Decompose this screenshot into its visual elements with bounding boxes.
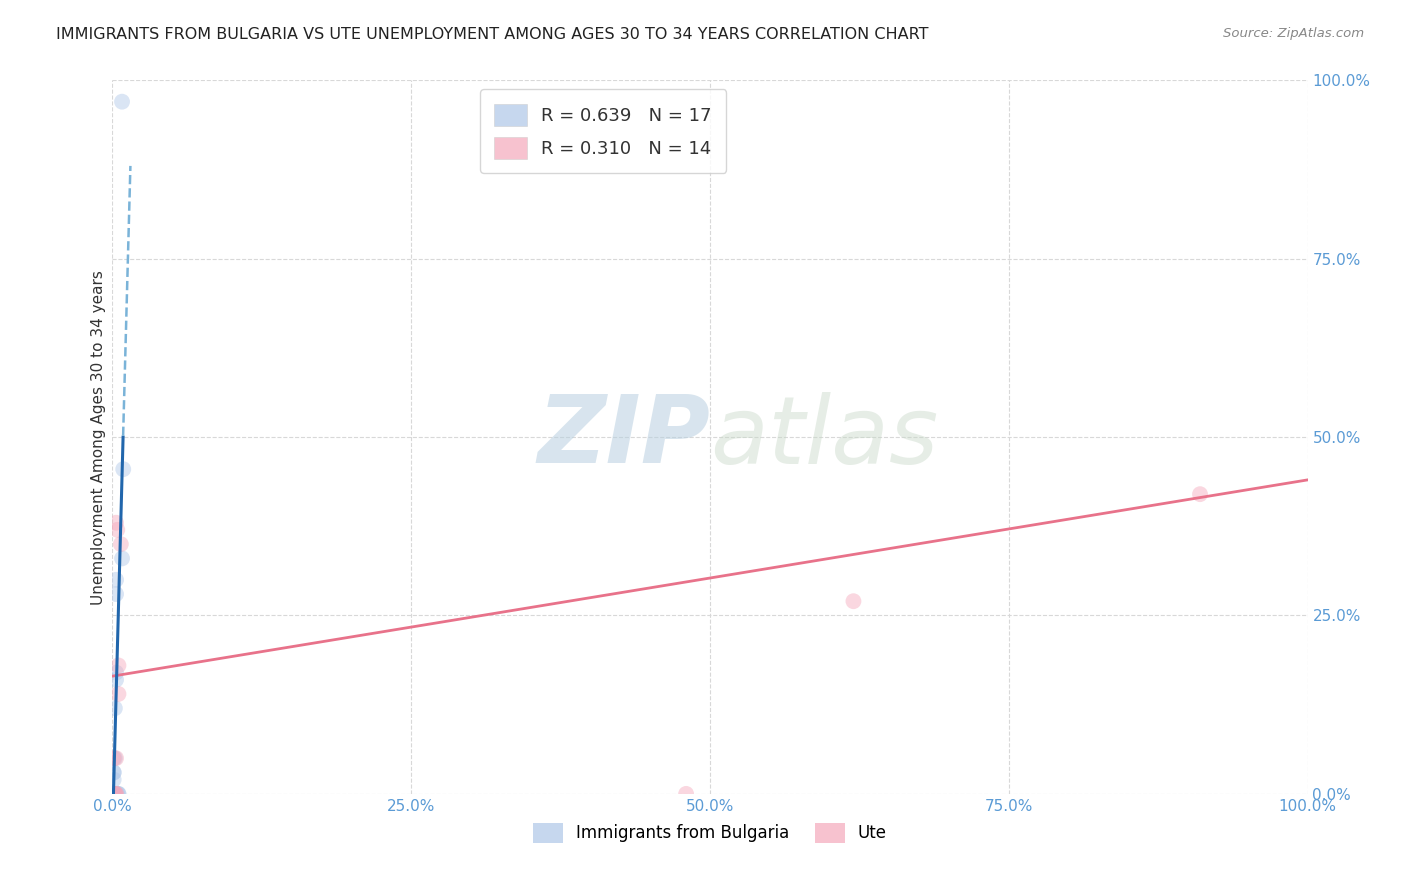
Point <box>675 787 697 801</box>
Text: Source: ZipAtlas.com: Source: ZipAtlas.com <box>1223 27 1364 40</box>
Point <box>105 751 128 765</box>
Point <box>111 551 134 566</box>
Point <box>105 673 128 687</box>
Point <box>104 751 127 765</box>
Point <box>105 665 128 680</box>
Text: ZIP: ZIP <box>537 391 710 483</box>
Point <box>107 787 129 801</box>
Point <box>103 765 125 780</box>
Text: IMMIGRANTS FROM BULGARIA VS UTE UNEMPLOYMENT AMONG AGES 30 TO 34 YEARS CORRELATI: IMMIGRANTS FROM BULGARIA VS UTE UNEMPLOY… <box>56 27 929 42</box>
Point <box>105 587 128 601</box>
Point <box>112 462 135 476</box>
Point <box>105 787 128 801</box>
Y-axis label: Unemployment Among Ages 30 to 34 years: Unemployment Among Ages 30 to 34 years <box>90 269 105 605</box>
Point <box>105 573 128 587</box>
Point <box>1189 487 1212 501</box>
Point <box>842 594 865 608</box>
Point <box>103 765 125 780</box>
Text: atlas: atlas <box>710 392 938 483</box>
Point <box>104 787 127 801</box>
Legend: Immigrants from Bulgaria, Ute: Immigrants from Bulgaria, Ute <box>526 816 894 850</box>
Point <box>105 516 128 530</box>
Point <box>107 658 129 673</box>
Point <box>103 772 125 787</box>
Point <box>103 787 125 801</box>
Point <box>111 95 134 109</box>
Point <box>107 687 129 701</box>
Point <box>105 787 128 801</box>
Point <box>105 787 128 801</box>
Point <box>105 523 128 537</box>
Point <box>104 701 127 715</box>
Point <box>103 751 125 765</box>
Point <box>104 787 127 801</box>
Point <box>110 537 132 551</box>
Point <box>104 787 127 801</box>
Point <box>107 787 129 801</box>
